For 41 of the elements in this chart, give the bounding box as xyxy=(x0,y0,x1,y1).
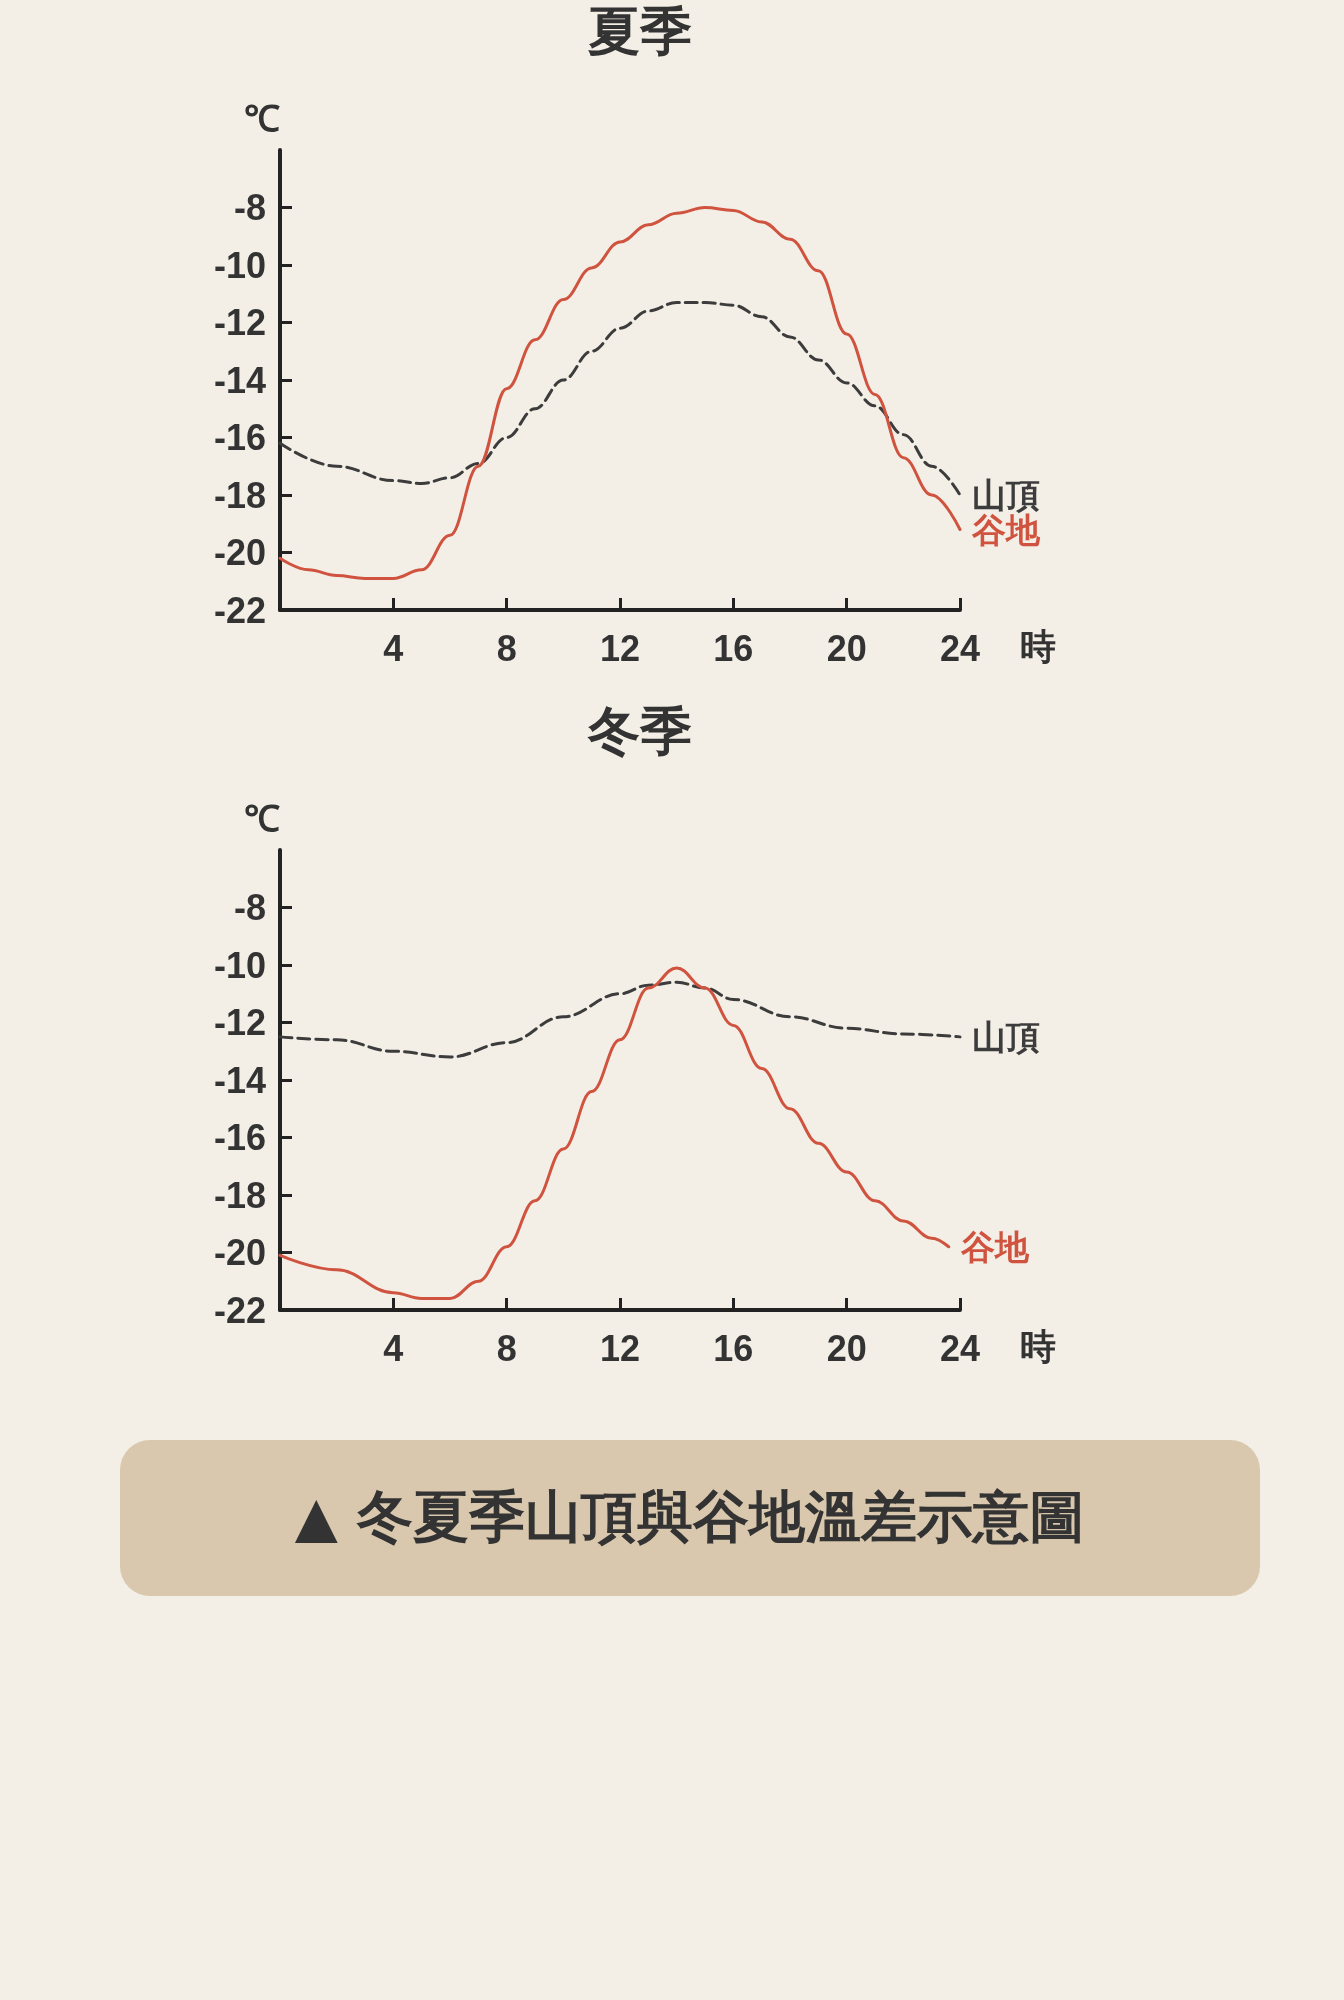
y-tick-label: -10 xyxy=(213,244,266,286)
line-series xyxy=(278,300,962,497)
line-series xyxy=(278,980,962,1059)
chart-title: 夏季 xyxy=(588,2,692,60)
x-axis-title: 時 xyxy=(1020,1325,1056,1367)
series-label: 谷地 xyxy=(959,1227,1030,1266)
y-tick-label: -22 xyxy=(213,589,266,631)
y-tick-label: -18 xyxy=(213,474,266,516)
y-tick-label: -10 xyxy=(213,944,266,986)
y-tick-label: -20 xyxy=(213,532,266,573)
y-axis-title: ℃ xyxy=(244,797,280,839)
x-tick-label: 8 xyxy=(496,1327,517,1369)
x-tick-label: 16 xyxy=(713,627,754,669)
chart-title: 冬季 xyxy=(587,702,692,760)
y-tick-label: -22 xyxy=(213,1289,266,1331)
y-tick-label: -12 xyxy=(213,1002,266,1043)
y-tick-label: -8 xyxy=(233,187,266,228)
y-tick-label: -18 xyxy=(213,1174,266,1216)
y-tick-label: -8 xyxy=(233,887,266,928)
y-axis-title: ℃ xyxy=(244,97,280,139)
y-tick-label: -16 xyxy=(213,417,266,458)
x-axis-title: 時 xyxy=(1020,625,1056,667)
series-label: 山頂 xyxy=(972,1017,1040,1056)
x-tick-label: 12 xyxy=(599,1327,641,1369)
x-tick-label: 16 xyxy=(713,1327,754,1369)
x-tick-label: 20 xyxy=(826,627,867,669)
x-tick-label: 24 xyxy=(939,1327,981,1369)
x-tick-label: 12 xyxy=(599,627,641,669)
x-tick-label: 20 xyxy=(826,1327,867,1369)
y-tick-label: -16 xyxy=(213,1117,266,1158)
x-tick-label: 4 xyxy=(383,627,404,669)
y-tick-label: -14 xyxy=(213,1059,266,1101)
text: ▲ 冬夏季山頂與谷地溫差示意圖 xyxy=(120,1440,1260,1596)
x-tick-label: 8 xyxy=(496,627,517,669)
line-series xyxy=(278,206,962,580)
y-tick-label: -14 xyxy=(213,359,266,401)
y-tick-label: -20 xyxy=(213,1232,266,1273)
y-tick-label: -12 xyxy=(213,302,266,343)
x-tick-label: 24 xyxy=(939,627,981,669)
line-series xyxy=(278,966,951,1300)
x-tick-label: 4 xyxy=(383,1327,404,1369)
